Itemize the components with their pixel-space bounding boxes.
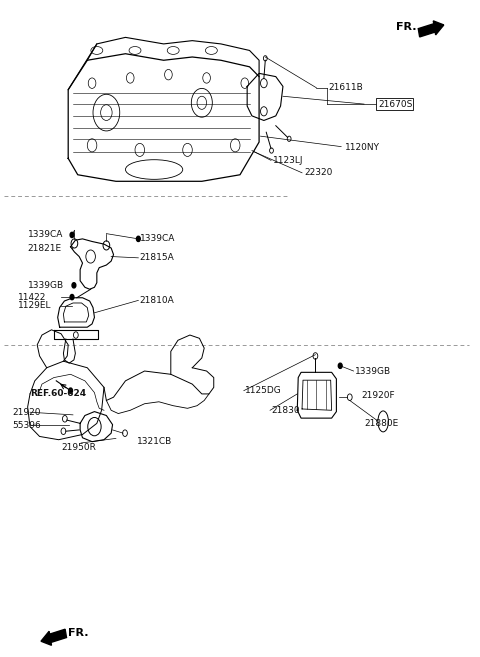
Circle shape	[70, 294, 74, 300]
Text: 21920: 21920	[12, 408, 40, 417]
Text: 1339GB: 1339GB	[355, 367, 391, 376]
Ellipse shape	[205, 47, 217, 55]
Text: 21920F: 21920F	[362, 392, 396, 400]
FancyArrow shape	[41, 629, 67, 645]
Text: 55396: 55396	[12, 421, 41, 430]
Text: 1339CA: 1339CA	[28, 231, 63, 239]
Text: 21670S: 21670S	[378, 100, 413, 108]
Ellipse shape	[378, 411, 388, 432]
Circle shape	[70, 233, 74, 238]
Text: 1339CA: 1339CA	[140, 235, 175, 243]
Text: 1125DG: 1125DG	[245, 386, 282, 395]
Text: 1321CB: 1321CB	[137, 436, 173, 445]
FancyArrow shape	[418, 21, 444, 37]
Ellipse shape	[167, 47, 179, 55]
Text: 21950R: 21950R	[61, 443, 96, 452]
Text: 22320: 22320	[304, 168, 333, 177]
Text: 1120NY: 1120NY	[345, 143, 380, 152]
Circle shape	[72, 283, 76, 288]
Text: 21611B: 21611B	[328, 83, 363, 92]
Text: 21810A: 21810A	[140, 296, 175, 305]
Circle shape	[136, 237, 140, 242]
FancyBboxPatch shape	[376, 97, 413, 110]
Ellipse shape	[91, 47, 103, 55]
Text: 11422: 11422	[18, 292, 47, 302]
Text: 1129EL: 1129EL	[18, 301, 51, 310]
Text: REF.60-624: REF.60-624	[30, 390, 86, 398]
Circle shape	[69, 388, 72, 394]
Circle shape	[338, 363, 342, 369]
Text: 21821E: 21821E	[28, 244, 62, 253]
Text: 21815A: 21815A	[140, 254, 175, 262]
Ellipse shape	[125, 160, 183, 179]
Text: 21880E: 21880E	[364, 419, 398, 428]
Text: 1339GB: 1339GB	[28, 281, 64, 290]
Text: FR.: FR.	[396, 22, 417, 32]
Ellipse shape	[129, 47, 141, 55]
Text: 21830: 21830	[271, 406, 300, 415]
Text: 1123LJ: 1123LJ	[274, 156, 304, 165]
Text: FR.: FR.	[68, 628, 89, 639]
